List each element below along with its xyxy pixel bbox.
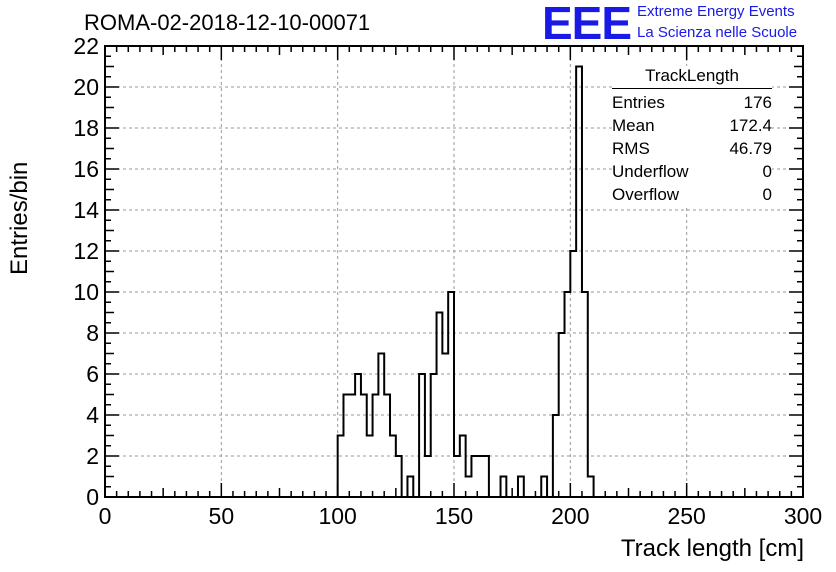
histogram-bin [431, 374, 437, 497]
y-tick-label: 22 [73, 33, 99, 59]
stats-value: 0 [762, 162, 772, 181]
y-tick-label: 16 [73, 156, 99, 182]
y-tick-label: 0 [86, 484, 99, 510]
histogram-bin [349, 395, 355, 498]
histogram-bin [407, 477, 413, 498]
histogram-bin [384, 395, 390, 498]
histogram-bin [576, 67, 582, 498]
stats-value: 46.79 [729, 139, 772, 158]
x-axis: 0 50 100 150 200 250 300 [99, 46, 822, 529]
y-tick-label: 10 [73, 279, 99, 305]
x-tick-label: 250 [667, 503, 705, 529]
histogram-bin [396, 456, 402, 497]
x-tick-label: 50 [209, 503, 235, 529]
histogram-bin [559, 333, 565, 497]
stats-value: 176 [743, 93, 772, 112]
y-tick-label: 8 [86, 320, 99, 346]
y-tick-label: 12 [73, 238, 99, 264]
histogram-line [331, 65, 595, 498]
x-tick-label: 300 [784, 503, 822, 529]
histogram-bin [565, 292, 571, 497]
histogram-bin [343, 395, 349, 498]
y-axis: 0 2 4 6 8 10 12 14 16 18 20 22 [73, 33, 803, 510]
logo-subtitle-2: La Scienza nelle Scuole [637, 24, 798, 41]
eee-logo: EEE [542, 0, 632, 49]
stats-row-entries: Entries 176 [612, 91, 772, 114]
histogram-bin [541, 477, 547, 498]
histogram-bin [448, 292, 454, 497]
histogram-bin [471, 456, 477, 497]
histogram-bin [518, 477, 524, 498]
y-tick-label: 4 [86, 402, 99, 428]
stats-row-mean: Mean 172.4 [612, 114, 772, 137]
y-tick-label: 14 [73, 197, 99, 223]
y-tick-label: 2 [86, 443, 99, 469]
histogram-bin [582, 292, 588, 497]
stats-label: Entries [612, 93, 665, 112]
stats-box: TrackLength Entries 176 Mean 172.4 RMS 46.79 U… [612, 66, 772, 206]
histogram-bin [477, 456, 483, 497]
histogram-bin [338, 436, 344, 498]
histogram-bin [460, 436, 466, 498]
histogram-bin [390, 436, 396, 498]
y-axis-label: Entries/bin [6, 161, 33, 275]
x-tick-label: 0 [99, 503, 112, 529]
stats-label: RMS [612, 139, 650, 158]
histogram-bin [378, 354, 384, 498]
histogram-bin [367, 436, 373, 498]
histogram-bins [338, 67, 594, 498]
x-tick-label: 200 [551, 503, 589, 529]
histogram-bin [419, 374, 425, 497]
stats-label: Mean [612, 116, 655, 135]
histogram-bin [355, 374, 361, 497]
x-tick-label: 150 [435, 503, 473, 529]
histogram-bin [425, 456, 431, 497]
stats-value: 172.4 [729, 116, 772, 135]
stats-row-underflow: Underflow 0 [612, 160, 772, 183]
logo-subtitle-1: Extreme Energy Events [637, 3, 795, 20]
run-title: ROMA-02-2018-12-10-00071 [84, 10, 371, 35]
stats-label: Overflow [612, 185, 680, 204]
histogram-bin [373, 395, 379, 498]
x-axis-label: Track length [cm] [620, 535, 804, 562]
stats-row-overflow: Overflow 0 [612, 183, 772, 206]
histogram-bin [454, 456, 460, 497]
histogram-bin [501, 477, 507, 498]
stats-row-rms: RMS 46.79 [612, 137, 772, 160]
histogram-bin [466, 477, 472, 498]
histogram-bin [361, 395, 367, 498]
x-tick-label: 100 [318, 503, 356, 529]
histogram-bin [570, 251, 576, 497]
histogram-bin [442, 354, 448, 498]
stats-label: Underflow [612, 162, 689, 181]
histogram-bin [588, 477, 594, 498]
y-tick-label: 18 [73, 115, 99, 141]
histogram-bin [553, 415, 559, 497]
y-tick-label: 6 [86, 361, 99, 387]
stats-value: 0 [762, 185, 772, 204]
histogram-bin [437, 313, 443, 498]
histogram-bin [483, 456, 489, 497]
stats-title: TrackLength [612, 66, 772, 89]
y-tick-label: 20 [73, 74, 99, 100]
